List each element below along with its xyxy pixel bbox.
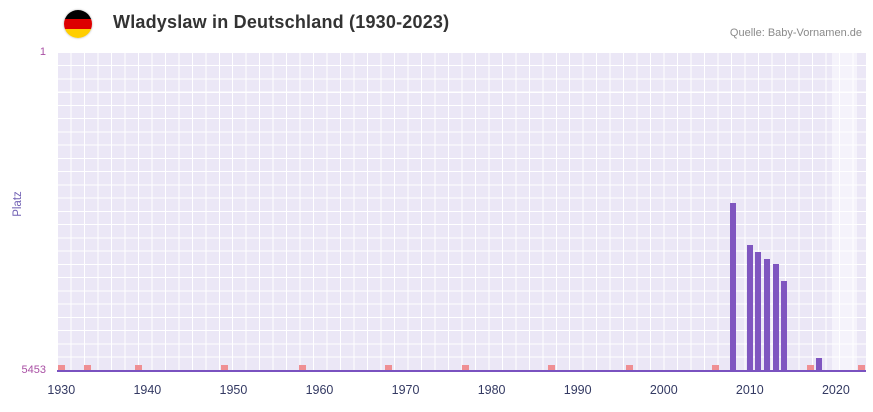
x-tick-1980: 1980 [477, 383, 506, 397]
highlight-band [831, 52, 858, 370]
marker-year-1949[interactable] [221, 365, 229, 370]
marker-year-1958[interactable] [298, 365, 306, 370]
x-tick-2020: 2020 [821, 383, 850, 397]
bar-year-2010[interactable] [746, 245, 753, 370]
marker-year-2017[interactable] [806, 365, 814, 370]
marker-year-1930[interactable] [57, 365, 65, 370]
x-tick-1990: 1990 [563, 383, 592, 397]
marker-year-1987[interactable] [548, 365, 556, 370]
bar-year-2008[interactable] [729, 203, 736, 370]
bar-year-2014[interactable] [781, 281, 788, 370]
x-tick-2010: 2010 [735, 383, 764, 397]
flag-stripe-red [64, 19, 92, 29]
y-tick-min: 5453 [21, 364, 46, 376]
source-credit: Quelle: Baby-Vornamen.de [729, 27, 862, 39]
germany-flag-icon [64, 10, 92, 38]
x-axis-line [57, 370, 866, 372]
x-tick-2000: 2000 [649, 383, 678, 397]
marker-year-1933[interactable] [83, 365, 91, 370]
x-tick-1950: 1950 [219, 383, 248, 397]
y-tick-max: 1 [39, 46, 46, 58]
bar-year-2013[interactable] [772, 264, 779, 370]
flag-stripe-gold [64, 28, 92, 38]
marker-year-1977[interactable] [462, 365, 470, 370]
x-tick-1940: 1940 [133, 383, 162, 397]
plot-area [57, 52, 866, 370]
bar-year-2018[interactable] [815, 358, 822, 370]
x-tick-1960: 1960 [305, 383, 334, 397]
bar-year-2011[interactable] [755, 252, 762, 370]
x-tick-1930: 1930 [47, 383, 76, 397]
flag-stripe-black [64, 10, 92, 20]
marker-year-2006[interactable] [711, 365, 719, 370]
x-tick-1970: 1970 [391, 383, 420, 397]
y-axis-title: Platz [12, 191, 24, 217]
marker-year-1968[interactable] [384, 365, 392, 370]
marker-year-1996[interactable] [625, 365, 633, 370]
bar-year-2012[interactable] [764, 259, 771, 370]
marker-year-1939[interactable] [135, 365, 143, 370]
chart-title: Wladyslaw in Deutschland (1930-2023) [113, 12, 450, 32]
marker-year-2023[interactable] [858, 365, 866, 370]
